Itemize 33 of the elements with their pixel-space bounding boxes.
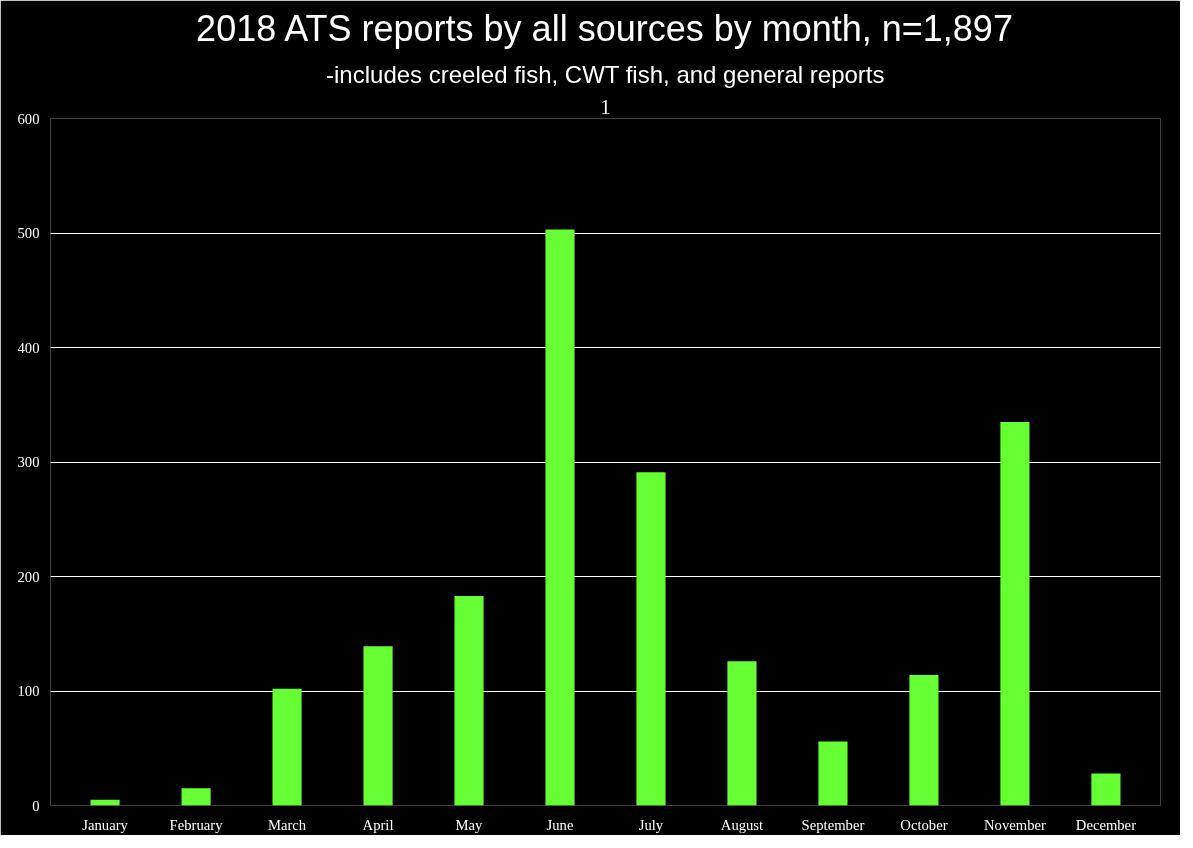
y-tick-label: 0 — [32, 797, 40, 814]
x-tick-label: September — [801, 816, 865, 833]
bar — [454, 595, 484, 806]
x-tick-label: February — [169, 816, 224, 833]
x-tick-label: March — [267, 816, 307, 833]
bar — [636, 472, 666, 806]
x-tick-label: August — [720, 816, 764, 833]
y-tick-label: 300 — [17, 454, 40, 470]
bar — [272, 688, 302, 806]
bar — [181, 788, 211, 806]
y-tick-label: 200 — [17, 568, 40, 585]
x-tick-label: April — [362, 816, 394, 833]
y-tick-label: 100 — [17, 683, 40, 699]
x-tick-label: December — [1075, 816, 1137, 833]
bar — [818, 741, 848, 806]
bar — [363, 646, 393, 806]
bar — [545, 229, 575, 806]
chart-title: 2018 ATS reports by all sources by month, n=1,897 — [196, 7, 1013, 49]
bar — [1000, 421, 1030, 806]
bar — [1091, 773, 1121, 806]
x-tick-label: January — [82, 816, 129, 833]
chart-subtitle: -includes creeled fish, CWT fish, and general reports — [326, 60, 885, 88]
x-tick-label: October — [900, 816, 948, 833]
y-tick-label: 600 — [17, 110, 40, 127]
y-tick-label: 400 — [17, 339, 40, 356]
x-tick-label: November — [984, 816, 1046, 833]
x-tick-label: May — [455, 816, 484, 833]
x-tick-label: July — [638, 816, 664, 833]
x-tick-label: June — [546, 816, 574, 833]
bar — [727, 661, 757, 806]
bar — [909, 674, 939, 806]
y-tick-label: 500 — [17, 225, 40, 241]
text: 1 — [600, 95, 611, 118]
